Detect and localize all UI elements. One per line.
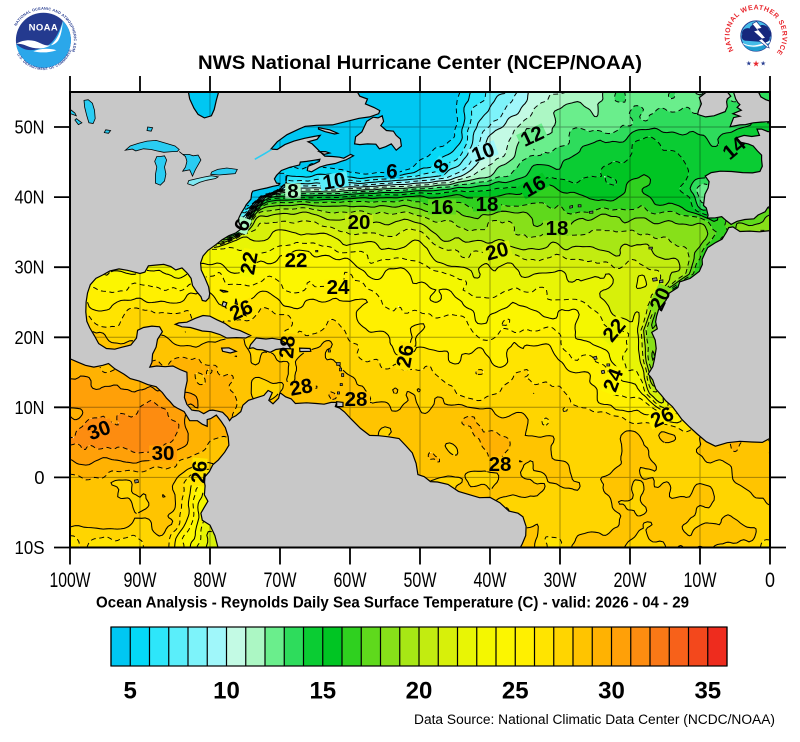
svg-text:100W: 100W	[50, 569, 91, 592]
svg-text:60W: 60W	[334, 569, 367, 592]
svg-text:50N: 50N	[15, 117, 45, 138]
svg-text:10: 10	[213, 678, 240, 705]
svg-text:25: 25	[502, 678, 529, 705]
svg-text:30: 30	[598, 678, 625, 705]
svg-text:18: 18	[546, 217, 569, 240]
svg-text:26: 26	[187, 460, 212, 485]
svg-text:NOAA: NOAA	[29, 23, 59, 34]
svg-text:20W: 20W	[614, 569, 647, 592]
svg-text:10: 10	[321, 168, 347, 195]
svg-text:10W: 10W	[684, 569, 717, 592]
svg-text:30W: 30W	[544, 569, 577, 592]
svg-text:70W: 70W	[264, 569, 297, 592]
svg-text:20N: 20N	[15, 327, 45, 348]
svg-text:20: 20	[348, 211, 371, 234]
svg-text:50W: 50W	[404, 569, 437, 592]
svg-text:0: 0	[34, 467, 44, 488]
svg-text:20: 20	[406, 678, 433, 705]
svg-text:6: 6	[386, 160, 397, 183]
svg-text:16: 16	[431, 196, 454, 219]
svg-text:30N: 30N	[15, 257, 45, 278]
svg-text:40N: 40N	[15, 187, 45, 208]
svg-text:★: ★	[746, 60, 752, 68]
svg-text:Ocean Analysis - Reynolds Dail: Ocean Analysis - Reynolds Daily Sea Surf…	[96, 595, 689, 612]
svg-text:18: 18	[476, 193, 499, 216]
svg-text:40W: 40W	[474, 569, 507, 592]
svg-text:10S: 10S	[15, 537, 45, 558]
svg-text:26: 26	[392, 343, 419, 369]
svg-text:★: ★	[760, 60, 766, 68]
svg-text:22: 22	[236, 250, 263, 276]
svg-text:80W: 80W	[194, 569, 227, 592]
svg-text:24: 24	[327, 276, 350, 299]
svg-text:22: 22	[285, 249, 308, 272]
svg-text:NWS National Hurricane Center: NWS National Hurricane Center (NCEP/NOAA…	[198, 52, 642, 74]
svg-text:28: 28	[275, 335, 300, 360]
svg-text:30: 30	[152, 442, 175, 465]
svg-text:8: 8	[287, 180, 298, 203]
svg-text:28: 28	[288, 374, 314, 401]
svg-text:28: 28	[345, 388, 368, 411]
svg-text:15: 15	[309, 678, 336, 705]
svg-text:5: 5	[124, 678, 137, 705]
svg-text:★: ★	[752, 59, 760, 69]
svg-text:28: 28	[489, 453, 512, 476]
svg-text:90W: 90W	[124, 569, 157, 592]
svg-text:Data Source: National Climatic: Data Source: National Climatic Data Cent…	[414, 712, 775, 728]
svg-text:0: 0	[765, 569, 775, 592]
svg-text:10N: 10N	[15, 397, 45, 418]
svg-text:35: 35	[694, 678, 721, 705]
